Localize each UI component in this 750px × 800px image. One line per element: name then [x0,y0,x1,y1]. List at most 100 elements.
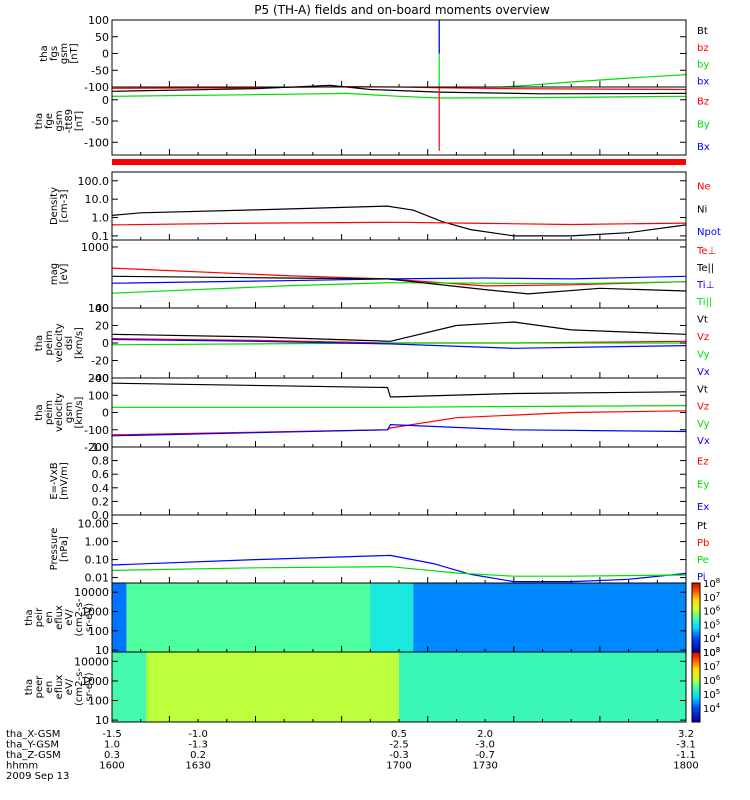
ephem-value: 1600 [99,761,124,772]
series-Vx [111,338,687,349]
exponent: 6 [716,674,721,682]
ylabel-line: eflux [54,675,65,700]
colorbar-step [692,708,700,711]
legend-Bx: Bx [697,142,710,153]
panel-frame [111,19,687,88]
colorbar-step [692,690,700,693]
ephem-label: tha_Z-GSM [6,750,61,761]
ylabel-line: [nT] [74,111,85,131]
ephem-value: 1630 [185,761,210,772]
colorbar-tick: 106 [703,674,721,687]
ytick-label: -50 [91,115,109,128]
legend-Pt: Pt [697,521,707,532]
exponent: 3 [716,646,720,654]
series-Ne [111,221,687,226]
ylabel-line: Density [49,187,60,225]
ylabel-line: [km/s] [74,327,85,359]
ylabel-line: peim [44,400,55,425]
series-by [502,74,687,88]
legend-bz: bz [697,43,709,54]
colorbar-step [692,681,700,684]
ephem-value: 3.2 [678,729,694,740]
heatmap-cell [370,583,414,652]
ytick-label: 10 [95,644,109,657]
colorbar-frame [691,651,701,723]
ytick-label: 10000 [74,586,109,599]
exponent: 7 [716,591,720,599]
series-Vy [111,342,686,346]
ephem-value: 0.5 [391,729,407,740]
ylabel-line: fgs [49,46,60,61]
legend-Ti||: Ti|| [696,297,712,308]
colorbar-step [692,620,700,624]
ylabel-line: (cm2-s- [74,598,85,636]
legend-Bt: Bt [697,26,708,37]
series-By [111,92,687,99]
ephem-value: -2.5 [389,740,409,751]
panel-frame [111,239,687,309]
heatmap-cell [112,652,147,722]
colorbar-step [692,671,700,674]
legend-Ey: Ey [697,479,709,490]
ephem-value: -1.1 [676,750,696,761]
ytick-label: 50 [95,31,109,44]
colorbar-step [692,607,700,610]
ytick-label: 10.0 [85,193,110,206]
series-Ni [111,205,687,237]
exponent: 8 [716,577,720,585]
ylabel-line: peim [44,330,55,355]
ylabel-line: E=-VxB [49,462,60,499]
ytick-label: 1000 [81,675,109,688]
colorbar-step [692,619,700,622]
colorbar-step [692,720,700,723]
legend-Vx: Vx [697,436,710,447]
ytick-label: 0 [102,337,109,350]
exponent: 5 [716,618,720,626]
colorbar-tick: 108 [703,646,720,659]
colorbar-step [692,713,700,716]
series-Pe [111,566,687,577]
panel-density: Ne Ni Npot 100.0 10.0 1.0 0.1 Density [cm-3] [49,171,721,243]
colorbar-step [692,615,700,618]
colorbar-step [692,660,700,663]
series-Vt [111,382,687,398]
series-Vt [111,321,687,342]
panel-frame [111,514,687,584]
legend-Vt: Vt [697,384,708,395]
ephem-value: -3.1 [676,740,696,751]
colorbar-step [692,593,700,596]
ylabel-line: eV/ [64,678,75,695]
ephem-value: -1.0 [188,729,208,740]
ylabel-line: gsm [54,110,65,131]
colorbar-step [692,666,700,669]
ephem-value: -0.3 [389,750,409,761]
figure-title: P5 (TH-A) fields and on-board moments ov… [254,3,550,17]
colorbar-step [692,697,700,700]
colorbar-step [692,639,700,643]
colorbar-step [692,589,700,593]
colorbar-step [692,643,700,646]
colorbar-tick: 105 [703,618,720,631]
heatmap-cell [146,652,400,722]
colorbar-step [692,598,700,601]
colorbar-step [692,687,700,690]
ylabel-line: velocity [54,323,65,362]
ytick-label: 0.10 [85,554,110,567]
colorbar-step [692,694,700,697]
ylabel-line: eV/ [64,609,75,626]
exponent: 6 [716,605,721,613]
colorbar-step [692,664,700,667]
colorbar-step [692,634,700,637]
colorbar-step [692,645,700,648]
colorbar-step [692,622,700,625]
colorbar-step [692,636,700,639]
status-bar [112,159,686,165]
colorbar-step [692,610,700,613]
colorbar-step [692,588,700,591]
colorbar-step [692,659,700,662]
colorbar-step [692,633,700,636]
ytick-label: 100 [88,302,109,315]
ytick-label: 100 [88,389,109,402]
